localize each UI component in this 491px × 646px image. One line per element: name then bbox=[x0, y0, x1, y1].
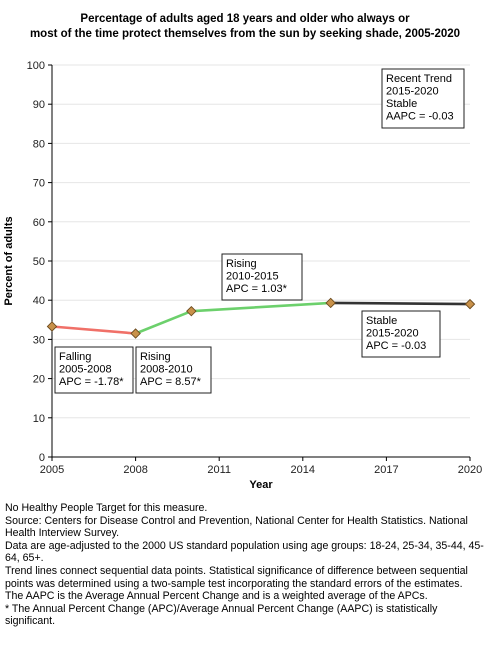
y-axis-label: Percent of adults bbox=[3, 216, 15, 305]
chart-title-line-2: most of the time protect themselves from… bbox=[30, 28, 460, 40]
annotation-line: Rising bbox=[226, 258, 257, 270]
annotation-frame bbox=[361, 310, 441, 358]
annotation-line: APC = 1.03* bbox=[226, 283, 288, 295]
annotation-line: Recent Trend bbox=[386, 73, 452, 85]
trend-segment bbox=[135, 301, 331, 335]
footnote-significance: * The Annual Percent Change (APC)/Averag… bbox=[5, 602, 438, 628]
y-tick-label: 80 bbox=[33, 138, 45, 150]
y-tick-label: 30 bbox=[33, 334, 45, 346]
annotation-line: Stable bbox=[366, 315, 397, 327]
y-tick-label: 10 bbox=[33, 413, 45, 425]
x-tick-label: 2020 bbox=[458, 464, 482, 476]
x-tick-label: 2005 bbox=[40, 464, 64, 476]
y-tick-label: 20 bbox=[33, 374, 45, 386]
footnote-source: Source: Centers for Disease Control and … bbox=[5, 514, 468, 540]
y-tick-label: 70 bbox=[33, 178, 45, 190]
data-point bbox=[186, 305, 197, 317]
data-point bbox=[46, 321, 58, 332]
annotation-line: 2010-2015 bbox=[226, 271, 279, 283]
x-axis-ticks: 2005 2008 2011 2014 2017 2020 bbox=[40, 457, 482, 476]
data-markers bbox=[46, 297, 476, 339]
annotation-line: APC = -1.78* bbox=[59, 376, 124, 388]
trend-segment bbox=[51, 325, 136, 335]
y-tick-label: 0 bbox=[39, 452, 45, 464]
chart-title-line-1: Percentage of adults aged 18 years and o… bbox=[80, 13, 410, 25]
annotation-line: AAPC = -0.03 bbox=[386, 111, 454, 123]
footnote-target: No Healthy People Target for this measur… bbox=[5, 502, 208, 514]
annotation-line: 2005-2008 bbox=[59, 364, 112, 376]
y-tick-label: 90 bbox=[33, 99, 45, 111]
annotation-frame bbox=[135, 346, 212, 394]
annotation-line: APC = 8.57* bbox=[140, 376, 202, 388]
data-point bbox=[464, 298, 476, 310]
data-point bbox=[130, 328, 141, 339]
annotation-line: Rising bbox=[140, 351, 171, 363]
annotation-line: 2008-2010 bbox=[140, 364, 193, 376]
annotation-line: 2015-2020 bbox=[386, 86, 439, 98]
trend-chart: Percentage of adults aged 18 years and o… bbox=[3, 13, 482, 491]
footnote-age-adjust: Data are age-adjusted to the 2000 US sta… bbox=[5, 539, 484, 565]
x-tick-label: 2008 bbox=[123, 464, 147, 476]
annotation-frame bbox=[54, 346, 134, 394]
annotation-line: APC = -0.03 bbox=[366, 340, 426, 352]
y-tick-label: 50 bbox=[33, 256, 45, 268]
annotation-frame bbox=[381, 68, 465, 129]
footnote-trend-lines: Trend lines connect sequential data poin… bbox=[5, 564, 468, 590]
trend-segment bbox=[330, 301, 471, 306]
annotation-line: Falling bbox=[59, 351, 91, 363]
x-tick-label: 2011 bbox=[207, 464, 231, 476]
footnote-aapc: The AAPC is the Average Annual Percent C… bbox=[5, 590, 428, 603]
x-tick-label: 2014 bbox=[291, 464, 315, 476]
x-tick-label: 2017 bbox=[374, 464, 398, 476]
annotation-frame bbox=[221, 253, 303, 301]
annotation-line: Stable bbox=[386, 98, 417, 110]
y-tick-label: 60 bbox=[33, 217, 45, 229]
x-axis-label: Year bbox=[249, 479, 273, 491]
y-tick-label: 100 bbox=[27, 60, 45, 72]
y-axis-ticks: 0 10 20 30 40 50 60 70 80 90 100 bbox=[27, 60, 52, 464]
data-point bbox=[325, 297, 336, 309]
y-tick-label: 40 bbox=[33, 295, 45, 307]
annotation-line: 2015-2020 bbox=[366, 328, 419, 340]
footnotes: No Healthy People Target for this measur… bbox=[5, 502, 489, 628]
